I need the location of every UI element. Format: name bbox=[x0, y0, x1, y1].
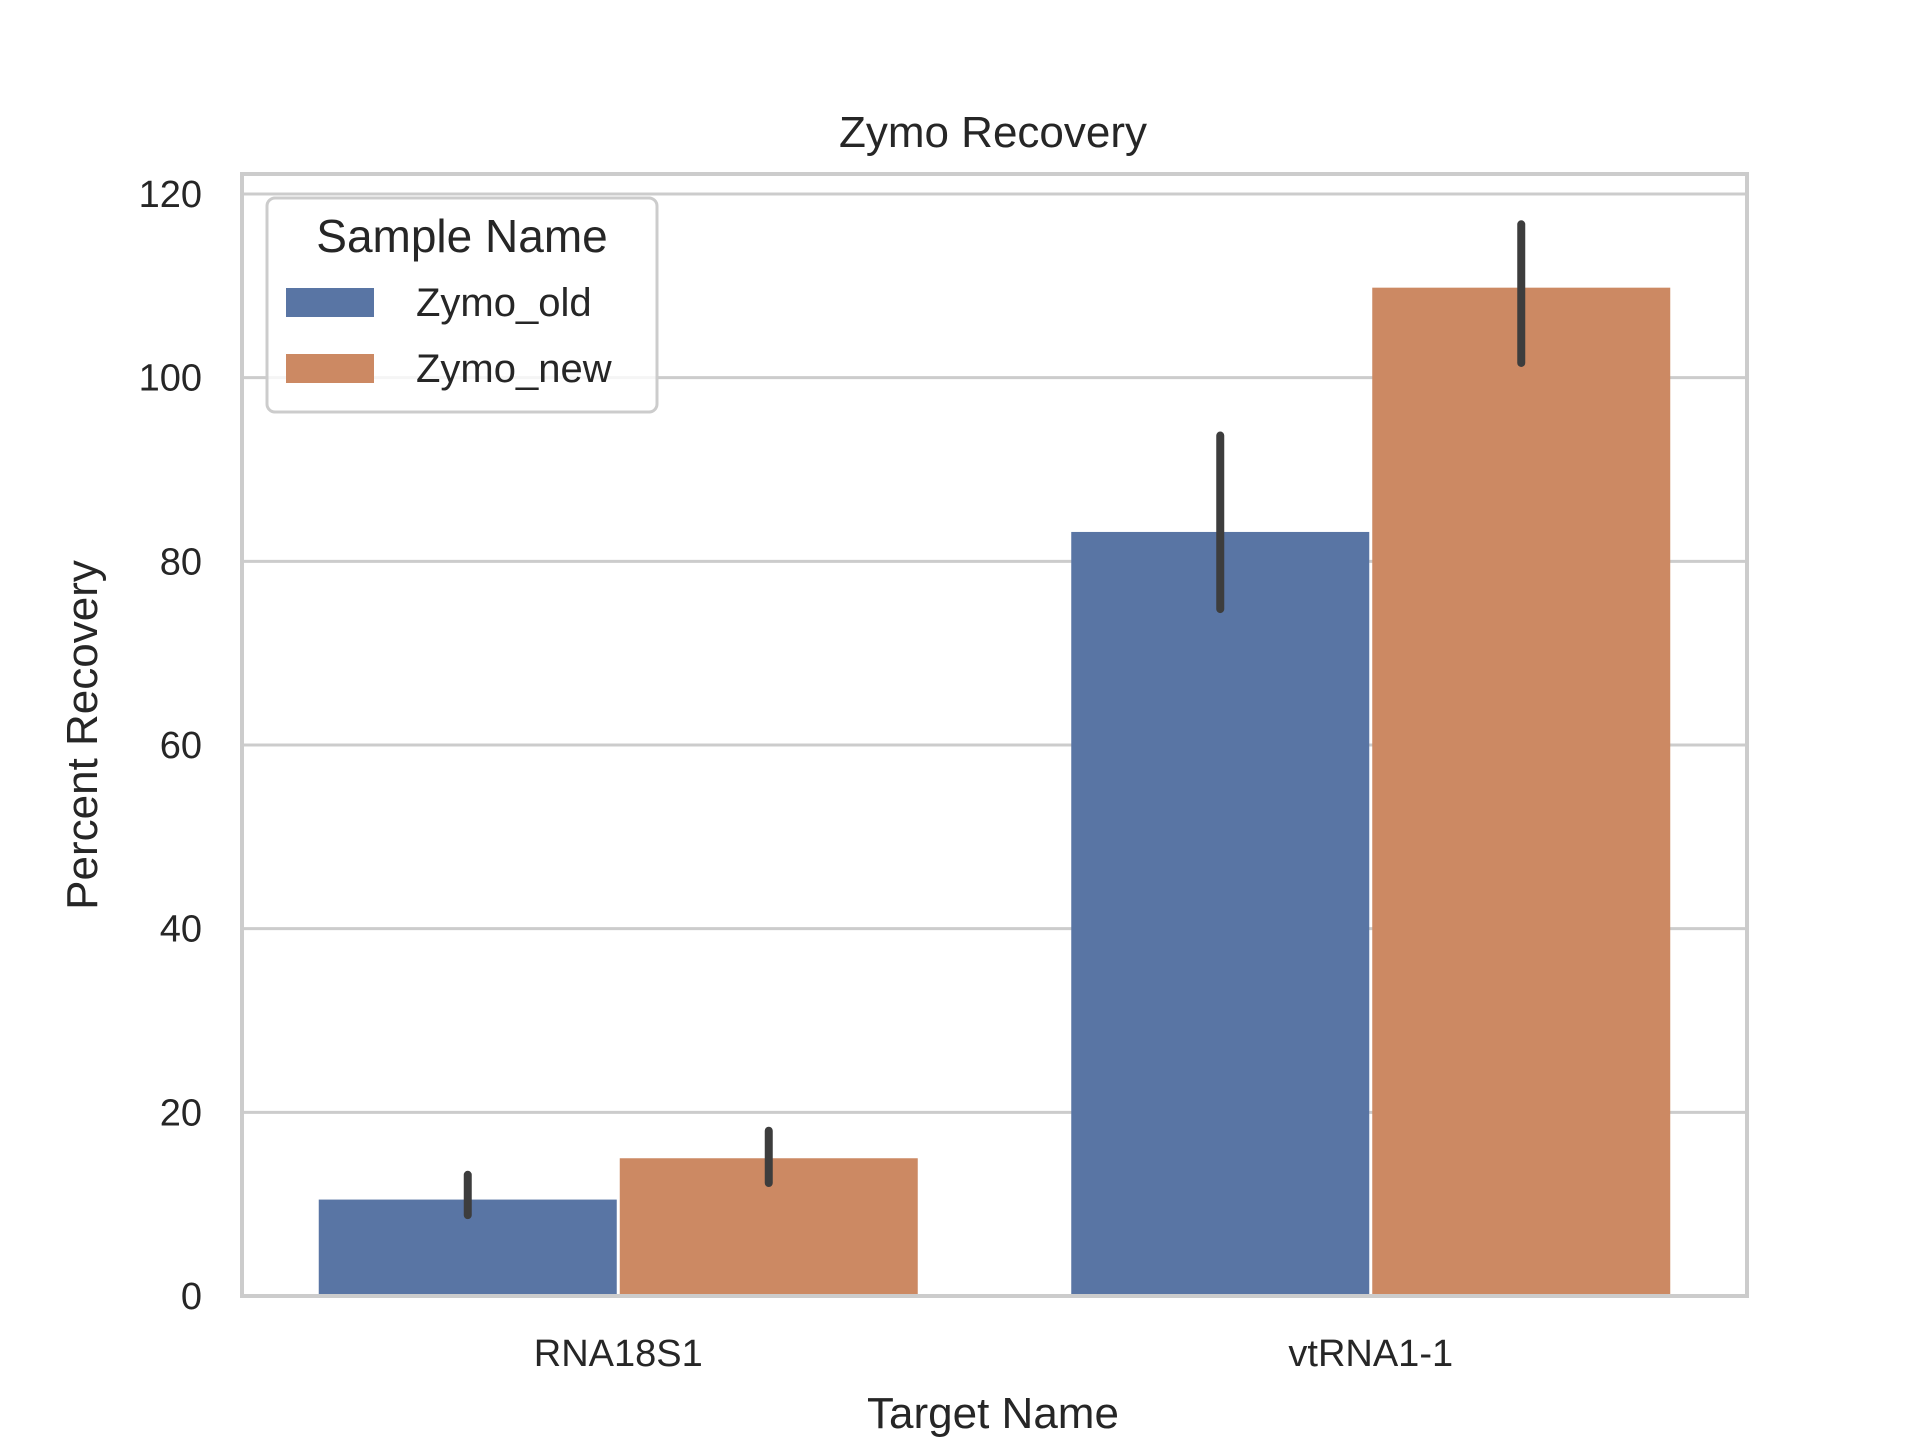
bar-Zymo_old-vtRNA1-1 bbox=[1071, 531, 1370, 1296]
legend-label-Zymo_new: Zymo_new bbox=[416, 347, 612, 391]
bars bbox=[318, 287, 1671, 1296]
x-tick-label: RNA18S1 bbox=[534, 1333, 703, 1375]
y-tick-labels: 0 20 40 60 80 100 120 bbox=[139, 174, 202, 1318]
y-tick-label: 40 bbox=[160, 909, 202, 951]
error-bars bbox=[463, 220, 1526, 1220]
y-axis-label: Percent Recovery bbox=[58, 560, 107, 910]
x-tick-label: vtRNA1-1 bbox=[1288, 1333, 1453, 1375]
chart-title: Zymo Recovery bbox=[839, 108, 1147, 157]
legend: Sample Name Zymo_old Zymo_new bbox=[265, 196, 659, 414]
y-tick-label: 20 bbox=[160, 1092, 202, 1134]
legend-title: Sample Name bbox=[316, 210, 607, 262]
bar-Zymo_new-vtRNA1-1 bbox=[1372, 287, 1671, 1296]
x-axis-label: Target Name bbox=[867, 1389, 1119, 1438]
plot-frame bbox=[240, 172, 1749, 1298]
y-tick-label: 120 bbox=[139, 174, 202, 216]
y-tick-label: 80 bbox=[160, 541, 202, 583]
y-tick-label: 60 bbox=[160, 725, 202, 767]
legend-label-Zymo_old: Zymo_old bbox=[416, 281, 592, 325]
legend-swatch-Zymo_new bbox=[286, 354, 374, 383]
x-tick-labels: RNA18S1 vtRNA1-1 bbox=[534, 1333, 1453, 1375]
legend-swatch-Zymo_old bbox=[286, 288, 374, 317]
y-tick-label: 0 bbox=[181, 1276, 202, 1318]
y-tick-label: 100 bbox=[139, 358, 202, 400]
